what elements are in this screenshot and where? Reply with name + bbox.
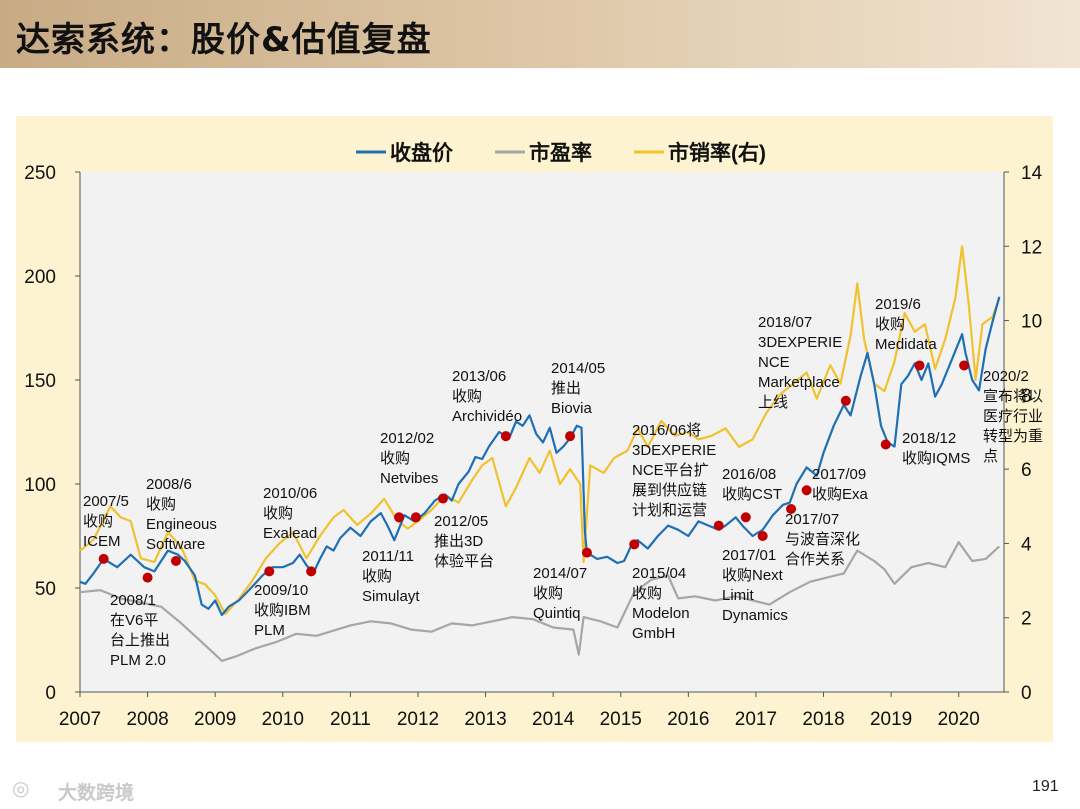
x-tick-label: 2018 xyxy=(802,709,844,730)
event-label: 2016/08 收购CST xyxy=(722,466,782,503)
event-label: 2020/2 宣布将以医疗行业转型为重点 xyxy=(983,368,1043,465)
event-marker xyxy=(170,555,181,566)
event-marker xyxy=(786,503,797,514)
event-marker xyxy=(565,431,576,442)
event-marker xyxy=(740,512,751,523)
x-tick-label: 2007 xyxy=(59,709,101,730)
series-lines xyxy=(79,245,1001,662)
page-title: 达索系统：股价&估值复盘 xyxy=(16,20,432,60)
event-label: 2018/12 收购IQMS xyxy=(902,430,970,467)
event-label: 2010/06 收购 Exalead xyxy=(263,485,317,542)
event-marker xyxy=(757,531,768,541)
event-marker xyxy=(410,512,421,523)
y-right-tick-label: 10 xyxy=(1021,312,1042,333)
x-tick-label: 2009 xyxy=(194,709,236,730)
event-label: 2012/02 收购 Netvibes xyxy=(380,430,438,487)
event-marker xyxy=(306,566,317,577)
event-marker xyxy=(914,360,925,371)
event-label: 2012/05 推出3D 体验平台 xyxy=(434,513,494,570)
y-right-tick-label: 6 xyxy=(1021,460,1032,481)
event-label: 2014/05 推出 Biovia xyxy=(551,360,605,417)
y-left-tick-label: 0 xyxy=(45,683,56,704)
x-tick-label: 2011 xyxy=(330,709,371,730)
legend-label: 收盘价 xyxy=(390,141,454,165)
event-annotations: 2007/5 收购 ICEM 2008/1 在V6平台上推出 PLM 2.0 2008/6 收… xyxy=(83,296,1043,669)
event-marker xyxy=(629,539,640,550)
y-left-tick-label: 100 xyxy=(24,475,56,496)
x-tick-label: 2014 xyxy=(532,709,575,730)
event-label: 2015/04 收购 Modelon GmbH xyxy=(632,565,690,642)
x-tick-label: 2013 xyxy=(464,709,506,730)
event-label: 2017/07 与波音深化合作关系 xyxy=(785,511,860,568)
event-marker xyxy=(264,566,275,577)
footer-brand: 大数跨境 xyxy=(58,782,135,804)
y-left-tick-label: 250 xyxy=(24,163,56,184)
legend-label: 市盈率 xyxy=(529,141,592,165)
event-label: 2008/6 收购 Engineous Software xyxy=(146,476,217,553)
x-tick-label: 2016 xyxy=(667,709,709,730)
y-right-tick-label: 12 xyxy=(1021,237,1042,258)
series-line-pe xyxy=(79,541,1001,662)
event-label: 2007/5 收购 ICEM xyxy=(83,493,129,550)
event-marker xyxy=(394,512,405,523)
x-tick-label: 2010 xyxy=(262,709,304,730)
event-label: 2013/06 收购 Archividéo xyxy=(452,368,522,425)
series-line-ps xyxy=(79,245,1001,616)
y-right-tick-label: 4 xyxy=(1021,534,1032,555)
y-right-tick-label: 14 xyxy=(1021,163,1043,184)
y-left-tick-label: 150 xyxy=(24,371,56,392)
y-right-tick-label: 2 xyxy=(1021,609,1032,630)
event-label: 2008/1 在V6平台上推出 PLM 2.0 xyxy=(110,592,170,669)
x-tick-label: 2017 xyxy=(735,709,777,730)
event-label: 2019/6 收购 Medidata xyxy=(875,296,937,353)
x-tick-label: 2008 xyxy=(126,709,168,730)
x-tick-label: 2012 xyxy=(397,709,439,730)
event-marker xyxy=(713,520,724,531)
y-right-tick-label: 0 xyxy=(1021,683,1032,704)
event-marker xyxy=(801,485,812,496)
event-label: 2018/07 3DEXPERIE NCE Marketplace 上线 xyxy=(758,314,842,411)
event-label: 2009/10 收购IBM PLM xyxy=(254,582,311,639)
event-label: 2014/07 收购 Quintiq xyxy=(533,565,587,622)
x-tick-label: 2015 xyxy=(600,709,642,730)
legend-label: 市销率(右) xyxy=(668,141,766,165)
brand-logo-icon: ◎ xyxy=(12,776,30,800)
x-tick-label: 2020 xyxy=(938,709,980,730)
title-bar: 达索系统：股价&估值复盘 xyxy=(0,0,1080,68)
series-line-price xyxy=(79,296,1001,617)
x-tick-label: 2019 xyxy=(870,709,912,730)
page-number: 191 xyxy=(1032,778,1059,795)
event-marker xyxy=(880,439,891,450)
event-marker xyxy=(437,493,448,504)
y-right-tick-label: 8 xyxy=(1021,386,1032,407)
event-label: 2016/06将 3DEXPERIE NCE平台扩展到供应链计划和运营 xyxy=(632,422,716,519)
event-marker xyxy=(500,431,511,442)
event-marker xyxy=(959,360,970,371)
event-label: 2017/09 收购Exa xyxy=(812,466,869,503)
event-label: 2011/11 收购 Simulayt xyxy=(362,548,420,605)
event-label: 2017/01 收购Next Limit Dynamics xyxy=(722,547,788,624)
y-left-tick-label: 50 xyxy=(35,579,56,600)
event-marker xyxy=(98,553,109,564)
legend: 收盘价 市盈率 市销率(右) xyxy=(356,141,766,165)
y-left-tick-label: 200 xyxy=(24,267,56,288)
event-marker xyxy=(142,572,153,583)
event-marker xyxy=(840,395,851,406)
event-marker xyxy=(581,547,592,558)
axes: 0 50 100 150 200 250 0 2 4 6 8 10 12 14 2007 2008 2009 20… xyxy=(24,163,1042,730)
